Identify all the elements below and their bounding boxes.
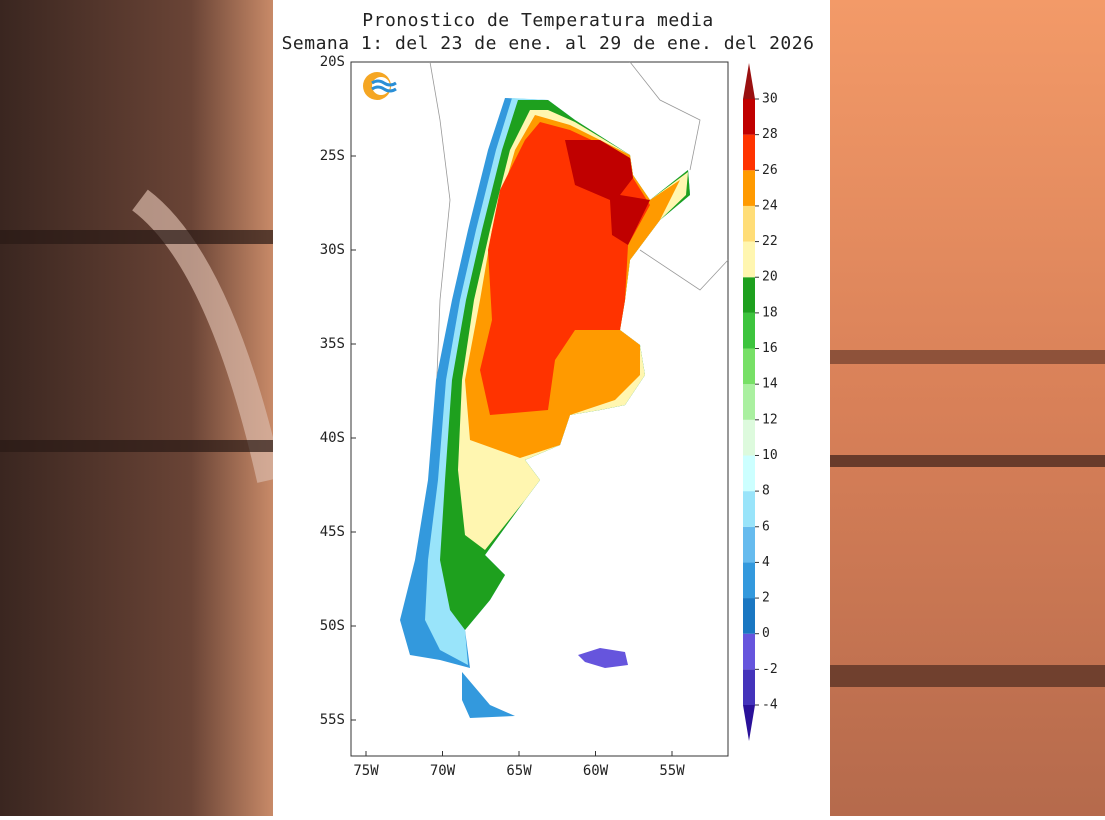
colorbar-label: -2 <box>762 662 778 677</box>
lon-label: 70W <box>430 763 456 779</box>
colorbar-band <box>743 562 755 599</box>
colorbar-band <box>743 241 755 278</box>
colorbar-label: 10 <box>762 448 778 463</box>
border-uruguay <box>639 249 729 291</box>
colorbar-band <box>743 633 755 670</box>
colorbar-band <box>743 348 755 385</box>
background-photo-right <box>830 0 1105 816</box>
lon-label: 75W <box>353 763 379 779</box>
background-photo-left <box>0 0 273 816</box>
colorbar-label: 18 <box>762 305 778 320</box>
colorbar-band <box>743 598 755 634</box>
lat-label: 45S <box>320 524 345 540</box>
colorbar-band <box>743 384 755 420</box>
argentina-map <box>400 98 690 718</box>
colorbar-label: 2 <box>762 591 770 606</box>
logo-waves <box>371 79 397 93</box>
colorbar-label: 30 <box>762 92 778 107</box>
colorbar-label: 20 <box>762 270 778 285</box>
colorbar-label: 0 <box>762 626 770 641</box>
lat-label: 35S <box>320 336 345 352</box>
photo-beam <box>0 230 273 244</box>
colorbar-label: 16 <box>762 341 778 356</box>
colorbar-band <box>743 491 755 527</box>
colorbar-band <box>743 312 755 349</box>
map-subtitle: Semana 1: del 23 de ene. al 29 de ene. d… <box>282 33 815 54</box>
colorbar-band <box>743 134 755 171</box>
lat-label: 50S <box>320 618 345 634</box>
lat-label: 30S <box>320 242 345 258</box>
colorbar-band <box>743 455 755 492</box>
colorbar-label: 26 <box>762 163 778 178</box>
colorbar-band <box>743 419 755 456</box>
colorbar-band <box>743 99 755 135</box>
colorbar-band <box>743 170 755 206</box>
photo-wire <box>830 455 1105 467</box>
lat-label: 40S <box>320 430 345 446</box>
lon-label: 55W <box>659 763 685 779</box>
colorbar-label: 28 <box>762 127 778 142</box>
colorbar-band <box>743 205 755 242</box>
lat-label: 55S <box>320 712 345 728</box>
colorbar-arrow-low <box>743 705 755 741</box>
colorbar-label: 12 <box>762 412 778 427</box>
colorbar-label: 14 <box>762 377 778 392</box>
colorbar-arrow-high <box>743 63 755 99</box>
border-brazil <box>629 61 701 171</box>
colorbar-band <box>743 669 755 705</box>
photo-beam <box>0 440 273 452</box>
region-malvinas <box>578 648 628 668</box>
colorbar-band <box>743 526 755 563</box>
axes: 20S 25S 30S 35S 40S 45S 50S 55S 75W 70W 65W 60W 55W <box>320 54 686 779</box>
region-tierra-del-fuego <box>462 672 515 718</box>
colorbar-label: 24 <box>762 198 778 213</box>
colorbar-label: 6 <box>762 519 770 534</box>
region-very-hot <box>565 140 650 245</box>
photo-cable <box>131 189 283 483</box>
lat-label: 25S <box>320 148 345 164</box>
map-title: Pronostico de Temperatura media <box>362 10 713 31</box>
colorbar-label: 22 <box>762 234 778 249</box>
lon-label: 60W <box>583 763 609 779</box>
colorbar-label: 4 <box>762 555 770 570</box>
photo-wire <box>830 350 1105 364</box>
lat-label: 20S <box>320 54 345 70</box>
colorbar-label: 8 <box>762 484 770 499</box>
logo <box>363 72 397 100</box>
colorbar-label: -4 <box>762 698 778 713</box>
photo-wire <box>830 665 1105 687</box>
lon-label: 65W <box>506 763 532 779</box>
colorbar-band <box>743 277 755 313</box>
